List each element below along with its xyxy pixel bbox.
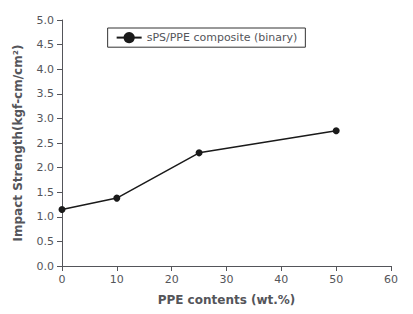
svg-text:2.0: 2.0 — [37, 161, 55, 174]
svg-text:2.5: 2.5 — [37, 137, 55, 150]
svg-text:1.5: 1.5 — [37, 186, 55, 199]
svg-text:0.0: 0.0 — [37, 260, 55, 273]
svg-text:30: 30 — [220, 273, 234, 286]
svg-text:60: 60 — [384, 273, 398, 286]
svg-text:PPE contents (wt.%): PPE contents (wt.%) — [158, 293, 296, 307]
svg-text:10: 10 — [110, 273, 124, 286]
svg-text:0: 0 — [59, 273, 66, 286]
svg-text:50: 50 — [329, 273, 343, 286]
svg-text:20: 20 — [165, 273, 179, 286]
svg-text:1.0: 1.0 — [37, 210, 55, 223]
svg-text:4.5: 4.5 — [37, 38, 55, 51]
svg-text:5.0: 5.0 — [37, 14, 55, 27]
svg-text:sPS/PPE composite (binary): sPS/PPE composite (binary) — [147, 31, 298, 44]
svg-text:3.0: 3.0 — [37, 112, 55, 125]
svg-text:Impact Strength(kgf-cm/cm²): Impact Strength(kgf-cm/cm²) — [11, 45, 25, 242]
svg-text:40: 40 — [274, 273, 288, 286]
svg-text:4.0: 4.0 — [37, 63, 55, 76]
svg-text:0.5: 0.5 — [37, 235, 55, 248]
svg-text:3.5: 3.5 — [37, 87, 55, 100]
